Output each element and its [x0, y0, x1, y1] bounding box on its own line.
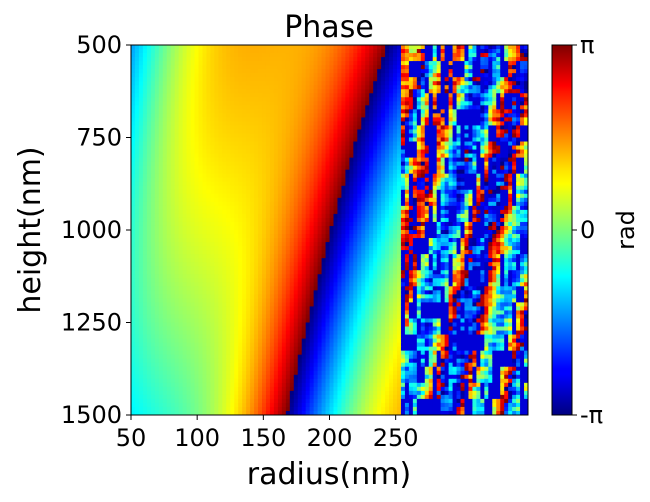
- plot-area: [131, 45, 528, 415]
- y-tick-label: 500: [76, 31, 122, 59]
- y-tick-label: 750: [76, 124, 122, 152]
- colorbar-tick-label: 0: [580, 216, 595, 244]
- colorbar-ticks: π 0 -π: [572, 31, 603, 429]
- y-tick-label: 1250: [61, 309, 122, 337]
- colorbar: [551, 44, 573, 416]
- colorbar-tick-label: -π: [580, 401, 603, 429]
- x-tick-label: 100: [174, 424, 220, 452]
- x-tick-label: 150: [240, 424, 286, 452]
- y-tick-label: 1000: [61, 216, 122, 244]
- y-tick-label: 1500: [61, 401, 122, 429]
- phase-heatmap: [131, 45, 528, 415]
- x-tick-label: 250: [373, 424, 419, 452]
- x-tick-label: 200: [307, 424, 353, 452]
- y-axis-ticks: 500 750 1000 1250 1500: [61, 31, 131, 429]
- colorbar-label: rad: [612, 210, 640, 250]
- colorbar-tick-label: π: [580, 31, 594, 59]
- x-tick-label: 50: [116, 424, 147, 452]
- x-axis-ticks: 50 100 150 200 250: [116, 415, 419, 452]
- x-axis-label: radius(nm): [247, 457, 411, 492]
- chart-title: Phase: [284, 10, 374, 45]
- y-axis-label: height(nm): [13, 146, 48, 313]
